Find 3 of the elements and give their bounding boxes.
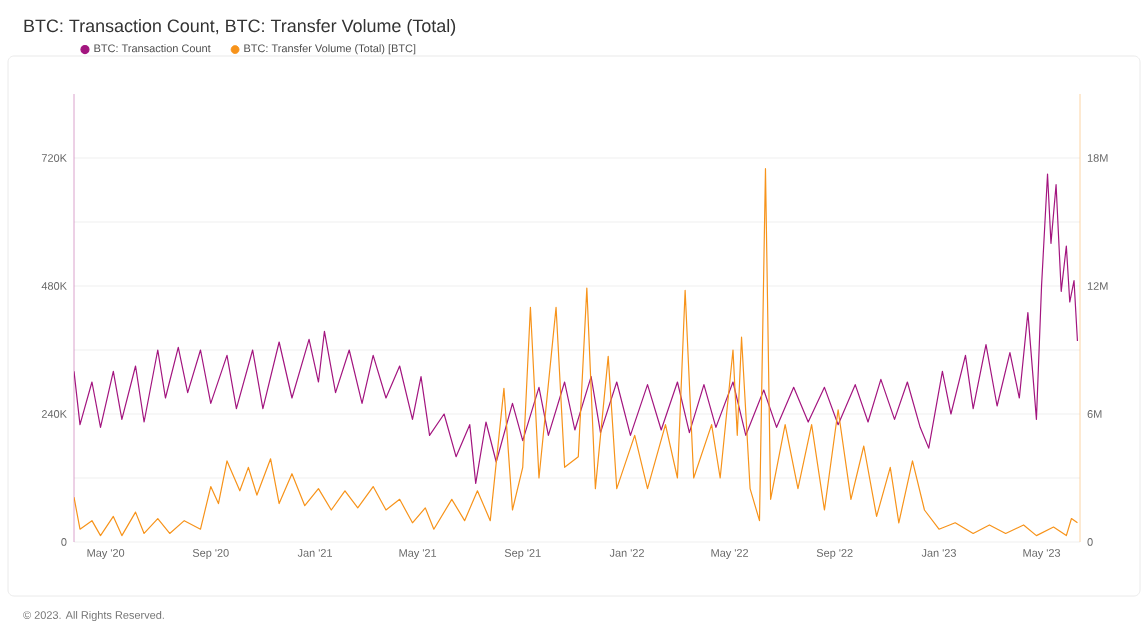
chart-title: BTC: Transaction Count, BTC: Transfer Volume (Total) bbox=[24, 19, 456, 36]
line-series bbox=[74, 173, 1079, 484]
line-series bbox=[74, 168, 1079, 537]
